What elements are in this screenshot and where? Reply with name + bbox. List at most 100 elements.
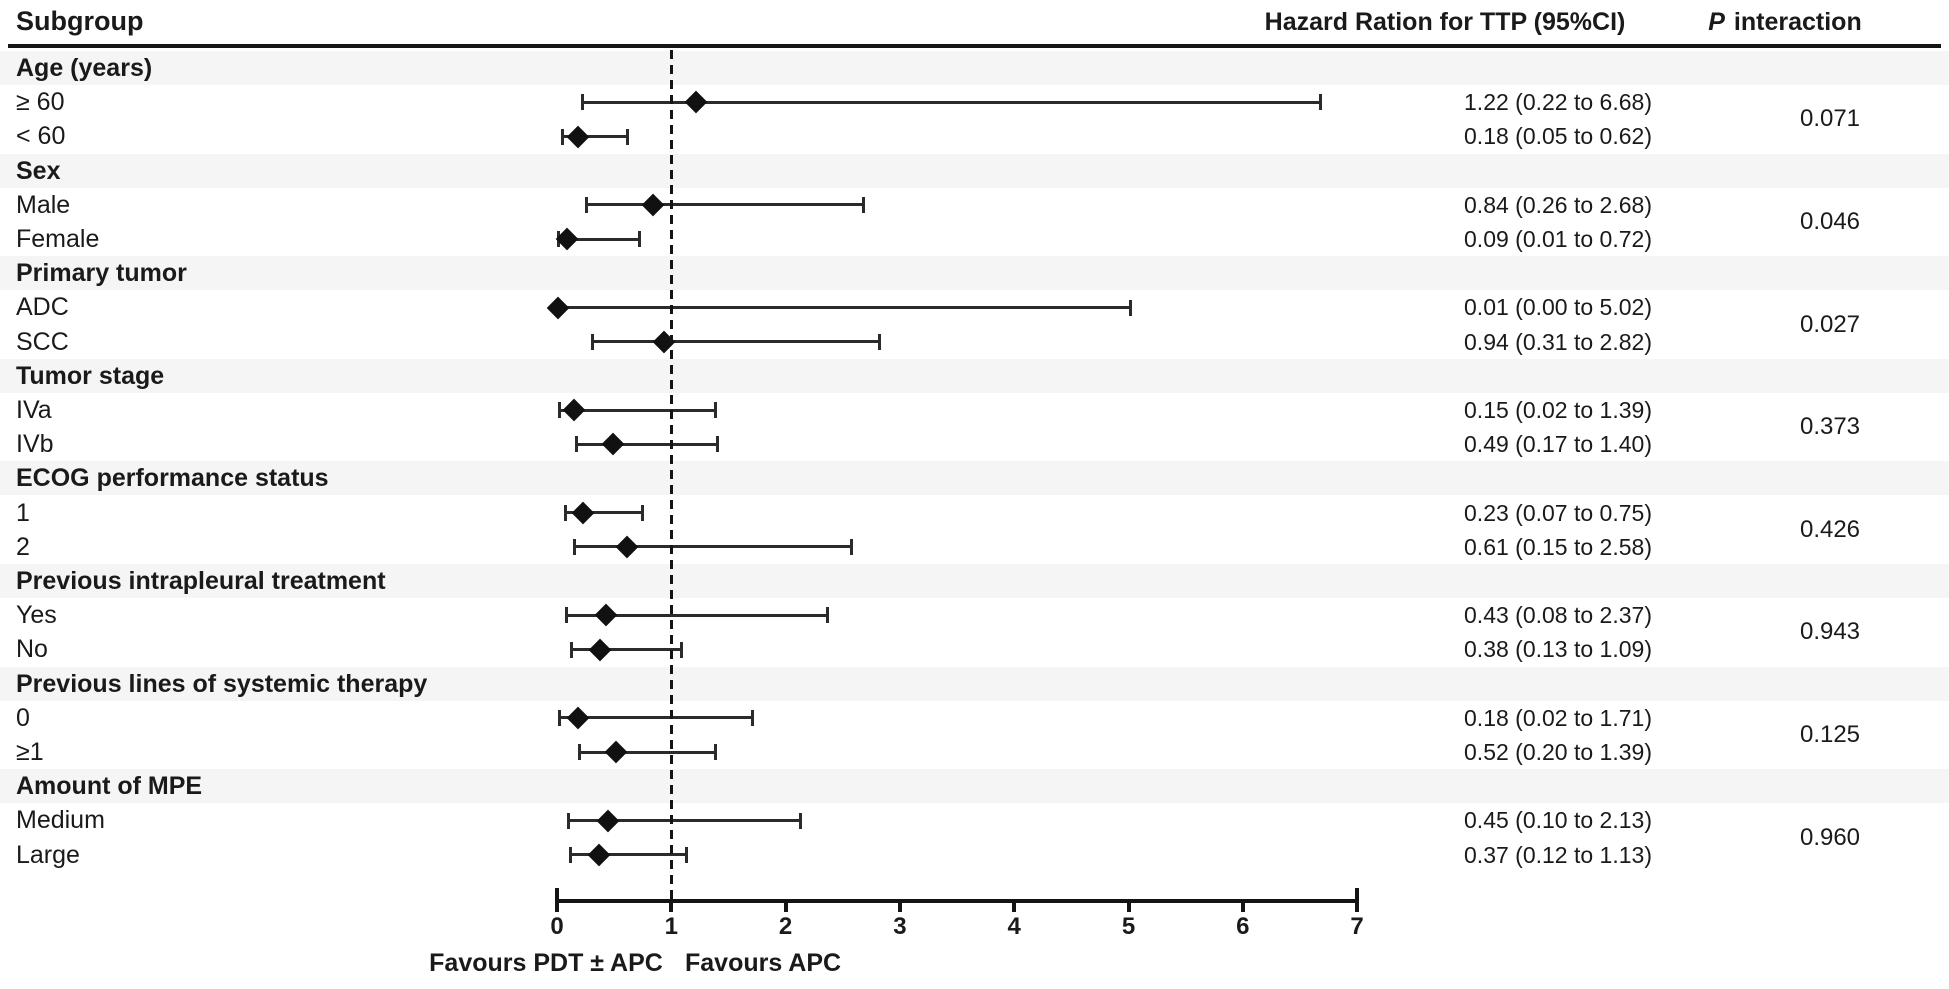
group-label: Previous lines of systemic therapy (16, 669, 428, 698)
hr-ci-text: 0.18 (0.05 to 0.62) (1464, 123, 1652, 150)
group-header-row: Age (years) (0, 51, 1949, 85)
error-bar-cap-right (715, 436, 719, 453)
reference-line (669, 50, 673, 899)
error-bar-cap-right (684, 846, 688, 863)
error-bar-cap-right (714, 744, 718, 761)
subgroup-label: IVa (16, 396, 52, 424)
subgroup-row: ADC 0.01 (0.00 to 5.02) (0, 290, 1949, 324)
subgroup-label: Medium (16, 806, 105, 835)
hr-ci-text: 0.15 (0.02 to 1.39) (1464, 397, 1652, 423)
group-header-row: Previous lines of systemic therapy (0, 666, 1949, 701)
subgroup-label: 2 (16, 532, 30, 561)
error-bar (562, 135, 628, 138)
subgroup-label: No (16, 635, 48, 664)
subgroup-label: 0 (16, 703, 30, 732)
subgroup-label: ≥ 60 (16, 88, 65, 117)
error-bar-cap-left (563, 504, 567, 521)
error-bar-cap-right (798, 812, 802, 829)
group-label: Tumor stage (16, 361, 165, 390)
error-bar-cap-left (578, 744, 582, 761)
subgroup-row: 2 0.61 (0.15 to 2.58) (0, 530, 1949, 564)
error-bar-cap-right (1319, 94, 1323, 111)
subgroup-label: 1 (16, 498, 30, 527)
group-label: Amount of MPE (16, 772, 203, 801)
hr-ci-text: 1.22 (0.22 to 6.68) (1464, 89, 1652, 116)
subgroup-row: ≥1 0.52 (0.20 to 1.39) (0, 735, 1949, 769)
error-bar-cap-right (877, 333, 881, 350)
axis-tick-label: 7 (1350, 913, 1364, 940)
p-interaction-value: 0.960 (1799, 823, 1861, 851)
p-interaction-value: 0.027 (1799, 310, 1861, 338)
subgroup-row: Female 0.09 (0.01 to 0.72) (0, 222, 1949, 256)
error-bar-cap-left (561, 128, 565, 145)
error-bar-cap-left (585, 196, 589, 213)
group-label: Age (years) (16, 54, 153, 82)
column-header-subgroup: Subgroup (16, 6, 144, 36)
favours-right-label: Favours APC (685, 949, 842, 977)
column-header-p-interaction: P interaction (1630, 8, 1940, 37)
group-header-row: Primary tumor (0, 256, 1949, 291)
axis-tick (1126, 901, 1131, 912)
subgroup-row: Medium 0.45 (0.10 to 2.13) (0, 803, 1949, 837)
group-label: Sex (16, 156, 61, 185)
error-bar-cap-left (557, 402, 561, 419)
hr-ci-text: 0.01 (0.00 to 5.02) (1464, 294, 1652, 321)
error-bar-cap-left (572, 538, 576, 555)
subgroup-row: SCC 0.94 (0.31 to 2.82) (0, 325, 1949, 359)
error-bar (570, 853, 687, 857)
error-bar (559, 716, 753, 720)
axis-tick-label: 0 (550, 913, 564, 940)
error-bar-cap-right (850, 538, 854, 555)
group-header-row: Amount of MPE (0, 769, 1949, 804)
hr-ci-text: 0.61 (0.15 to 2.58) (1464, 533, 1652, 560)
subgroup-row: 0 0.18 (0.02 to 1.71) (0, 701, 1949, 735)
p-interaction-value: 0.046 (1799, 208, 1861, 235)
subgroup-row: IVb 0.49 (0.17 to 1.40) (0, 427, 1949, 461)
hr-ci-text: 0.84 (0.26 to 2.68) (1464, 191, 1652, 218)
error-bar (586, 203, 864, 207)
error-bar-cap-right (1129, 299, 1133, 316)
group-label: Previous intrapleural treatment (16, 567, 386, 595)
subgroup-label: Yes (16, 601, 57, 630)
error-bar (574, 545, 852, 549)
subgroup-row: No 0.38 (0.13 to 1.09) (0, 632, 1949, 666)
subgroup-label: Large (16, 840, 80, 869)
axis-tick-label: 1 (664, 913, 678, 940)
error-bar (579, 750, 716, 754)
axis-tick (897, 901, 902, 912)
axis-line (555, 899, 1360, 903)
axis-tick (1355, 888, 1360, 912)
subgroup-row: Yes 0.43 (0.08 to 2.37) (0, 598, 1949, 632)
hr-ci-text: 0.23 (0.07 to 0.75) (1464, 499, 1652, 526)
axis-tick-label: 2 (778, 913, 793, 940)
axis-tick (669, 901, 674, 912)
error-bar-cap-right (641, 504, 645, 521)
group-label: Primary tumor (16, 259, 187, 288)
axis-tick (555, 888, 559, 912)
group-header-row: ECOG performance status (0, 461, 1949, 496)
subgroup-row: IVa 0.15 (0.02 to 1.39) (0, 393, 1949, 427)
error-bar-cap-left (566, 812, 570, 829)
group-header-row: Sex (0, 153, 1949, 188)
error-bar (566, 613, 828, 617)
subgroup-row: < 60 0.18 (0.05 to 0.62) (0, 119, 1949, 153)
error-bar-cap-left (590, 333, 594, 350)
subgroup-label: < 60 (16, 122, 66, 151)
error-bar (582, 100, 1321, 104)
subgroup-row: 1 0.23 (0.07 to 0.75) (0, 496, 1949, 530)
error-bar-cap-right (750, 709, 754, 726)
axis-tick-label: 5 (1121, 913, 1136, 940)
p-interaction-value: 0.125 (1799, 721, 1861, 748)
subgroup-label: Male (16, 190, 71, 219)
axis-tick-label: 3 (893, 913, 907, 940)
p-interaction-value: 0.426 (1799, 515, 1861, 543)
subgroup-row: Large 0.37 (0.12 to 1.13) (0, 838, 1949, 872)
axis-tick (783, 901, 788, 912)
hr-ci-text: 0.49 (0.17 to 1.40) (1464, 431, 1652, 458)
axis-tick (1240, 901, 1245, 912)
group-label: ECOG performance status (16, 464, 329, 493)
hr-ci-text: 0.37 (0.12 to 1.13) (1464, 841, 1652, 868)
error-bar-cap-left (569, 846, 573, 863)
error-bar-cap-right (714, 402, 718, 419)
error-bar (592, 340, 880, 344)
